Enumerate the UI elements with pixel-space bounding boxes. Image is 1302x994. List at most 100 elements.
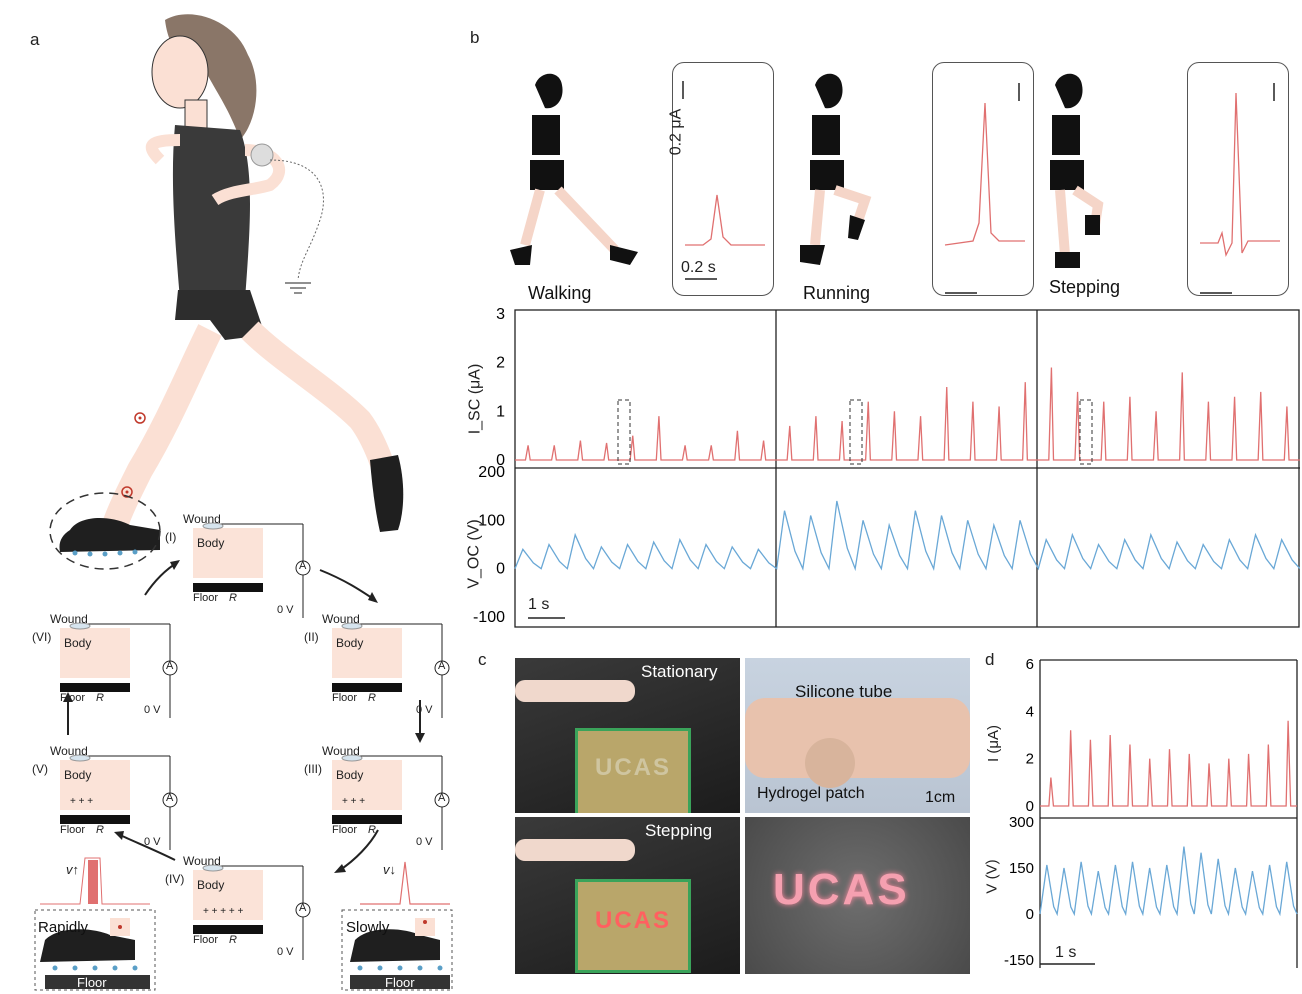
i-axis-label: I (μA) (984, 725, 1002, 762)
body-label: Body (197, 878, 225, 892)
ammeter-icon (295, 902, 311, 918)
floor-bar-label-right: Floor (385, 975, 415, 990)
wound-patch-icon (202, 522, 224, 530)
floor-block (332, 815, 402, 824)
state-label: (VI) (32, 630, 52, 644)
zoom-selection-box (617, 399, 631, 465)
state-label: (V) (32, 762, 48, 776)
ammeter-label: A (299, 902, 307, 914)
runner-torso (172, 125, 250, 300)
body-label: Body (336, 636, 364, 650)
isc-trace (515, 367, 1300, 461)
voc-axis-label: V_OC (V) (465, 519, 483, 589)
floor-label: Floor (60, 692, 86, 704)
resistor-label: R (229, 934, 237, 946)
inset-running (932, 62, 1034, 296)
state-label: (III) (304, 762, 322, 776)
v-up-label: v↑ (66, 862, 79, 877)
resistor-label: R (368, 824, 376, 836)
y-tick-label: -150 (1004, 952, 1034, 969)
zoom-selection-box (849, 399, 863, 465)
y-tick-label: 2 (496, 355, 505, 372)
inset-stepping (1187, 62, 1289, 296)
stepping-label: Stepping (645, 821, 713, 840)
zero-volt-label: 0 V (144, 836, 161, 848)
hydrogel-patch-icon (250, 143, 274, 167)
floor-label: Floor (332, 824, 358, 836)
ammeter-icon (434, 660, 450, 676)
slowly-label: Slowly (346, 919, 390, 936)
wound-label: Wound (183, 512, 221, 526)
ammeter-icon (162, 660, 178, 676)
activity-label-walking: Walking (528, 283, 592, 303)
y-tick-label: 0 (1026, 798, 1034, 815)
panel-b-figures (510, 73, 1104, 268)
y-tick-label: 0 (496, 452, 505, 469)
zero-volt-label: 0 V (144, 704, 161, 716)
zero-volt-label: 0 V (277, 604, 294, 616)
photo-stepping: UCAS Stepping (515, 817, 740, 974)
body-block (332, 628, 402, 678)
panel-label-d: d (985, 650, 995, 669)
silicone-tube-label: Silicone tube (795, 682, 893, 701)
body-block (332, 760, 402, 810)
wound-label: Wound (50, 744, 88, 758)
y-tick-label: 6 (1026, 656, 1034, 673)
y-tick-label: 150 (1009, 860, 1034, 877)
time-bar-label-d: 1 s (1055, 944, 1077, 961)
time-bar-label-b: 1 s (528, 596, 550, 613)
panel-label-a: a (30, 30, 40, 49)
wound-patch-icon (341, 622, 363, 630)
y-tick-label: 1 (496, 403, 505, 420)
charge-row: + + + (342, 796, 366, 807)
body-label: Body (197, 536, 225, 550)
ammeter-label: A (438, 660, 446, 672)
activity-label-stepping: Stepping (1049, 277, 1121, 297)
body-block (60, 628, 130, 678)
body-label: Body (64, 636, 92, 650)
wound-label: Wound (322, 744, 360, 758)
rapidly-label: Rapidly (38, 919, 89, 936)
body-label: Body (64, 768, 92, 782)
inset-stepping-trace (1200, 83, 1280, 294)
body-label: Body (336, 768, 364, 782)
inset-scale-current: 0.2 μA (667, 108, 685, 156)
ammeter-label: A (166, 792, 174, 804)
zero-volt-label: 0 V (416, 704, 433, 716)
state-label: (II) (304, 630, 319, 644)
runner-shorts (175, 290, 265, 340)
zoom-selection-box (1079, 399, 1093, 465)
shoe-icon (370, 455, 404, 532)
wound-label: Wound (322, 612, 360, 626)
y-tick-label: 2 (1026, 751, 1034, 768)
panel-label-b: b (470, 28, 480, 47)
ammeter-label: A (299, 560, 307, 572)
wound-label: Wound (50, 612, 88, 626)
activity-label-running: Running (803, 283, 871, 303)
state-label: (I) (165, 530, 177, 544)
led-array-text: UCAS (773, 865, 910, 914)
v-down-label: v↓ (383, 862, 396, 877)
floor-bar-label-left: Floor (77, 975, 107, 990)
body-block (193, 528, 263, 578)
wound-patch-icon (341, 754, 363, 762)
photo-led-array: UCAS (745, 817, 970, 974)
inset-running-trace (944, 83, 1025, 294)
floor-block (193, 583, 263, 592)
y-tick-label: 3 (496, 306, 505, 323)
panel-label-c: c (478, 650, 487, 669)
floor-label: Floor (193, 592, 219, 604)
y-tick-label: 300 (1009, 814, 1034, 831)
charge-row: + + + + + (203, 906, 244, 917)
ammeter-icon (295, 560, 311, 576)
y-tick-label: 4 (1026, 703, 1034, 720)
wound-marker-icon (121, 486, 133, 498)
zero-volt-label: 0 V (416, 836, 433, 848)
resistor-label: R (368, 692, 376, 704)
floor-label: Floor (193, 934, 219, 946)
wound-patch-icon (69, 622, 91, 630)
y-tick-label: -100 (473, 609, 505, 626)
body-block (60, 760, 130, 810)
floor-block (60, 683, 130, 692)
